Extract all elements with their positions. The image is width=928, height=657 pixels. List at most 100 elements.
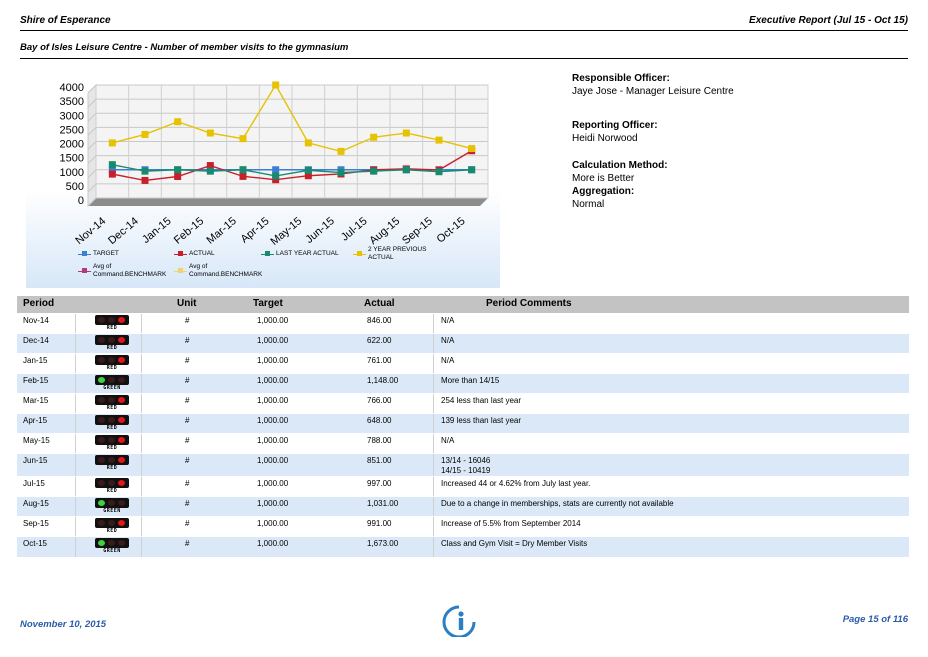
status-label: RED — [106, 488, 118, 494]
data-point — [337, 147, 345, 155]
gridline-side — [87, 127, 97, 136]
gridline-side — [87, 84, 97, 94]
target-cell: 1,000.00 — [257, 519, 289, 528]
y-tick-label: 1000 — [60, 167, 84, 179]
y-tick-label: 2500 — [60, 124, 84, 136]
traffic-light-icon: GREEN — [94, 498, 130, 514]
actual-cell: 648.00 — [367, 416, 392, 425]
y-tick-label: 3500 — [60, 96, 84, 108]
header-period: Period — [23, 298, 55, 309]
gridline-side — [87, 197, 97, 207]
actual-cell: 622.00 — [367, 336, 392, 345]
legend-label: TARGET — [93, 250, 119, 257]
target-cell: 1,000.00 — [257, 416, 289, 425]
target-cell: 1,000.00 — [257, 336, 289, 345]
unit-cell: # — [185, 456, 190, 465]
x-tick-label: Mar-15 — [205, 215, 239, 247]
traffic-light-icon: RED — [94, 315, 130, 331]
status-label: RED — [106, 425, 118, 431]
actual-cell: 788.00 — [367, 436, 392, 445]
status-label: RED — [106, 405, 118, 411]
actual-cell: 1,148.00 — [367, 376, 399, 385]
actual-cell: 1,673.00 — [367, 539, 399, 548]
data-point — [402, 166, 410, 174]
target-cell: 1,000.00 — [257, 436, 289, 445]
subtitle-divider — [20, 58, 908, 59]
aggregation-label: Aggregation: — [572, 186, 635, 197]
comment-cell: N/A — [441, 316, 455, 325]
data-point — [304, 166, 312, 174]
comment-cell: N/A — [441, 356, 455, 365]
page-number: Page 15 of 116 — [842, 614, 908, 625]
data-point — [402, 129, 410, 137]
calculation-method-value: More is Better — [572, 172, 635, 184]
unit-cell: # — [185, 356, 190, 365]
status-label: GREEN — [103, 508, 121, 514]
header-divider — [20, 30, 908, 31]
legend-marker — [78, 250, 91, 258]
data-point — [108, 161, 116, 169]
period-cell: Jul-15 — [23, 479, 45, 488]
data-point — [174, 118, 182, 126]
series-line — [112, 163, 472, 177]
report-title: Executive Report (Jul 15 - Oct 15) — [749, 15, 908, 26]
data-point — [174, 166, 182, 174]
period-cell: Nov-14 — [23, 316, 49, 325]
traffic-light-icon: GREEN — [94, 375, 130, 391]
status-label: RED — [106, 365, 118, 371]
period-cell: Aug-15 — [23, 499, 49, 508]
period-cell: Feb-15 — [23, 376, 49, 385]
actual-cell: 846.00 — [367, 316, 392, 325]
target-cell: 1,000.00 — [257, 396, 289, 405]
data-point — [206, 167, 214, 175]
header-unit: Unit — [177, 298, 197, 309]
responsible-officer-label: Responsible Officer: — [572, 73, 670, 84]
unit-cell: # — [185, 316, 190, 325]
traffic-light-icon: RED — [94, 355, 130, 371]
comment-cell: 254 less than last year — [441, 396, 522, 405]
x-tick-label: Sep-15 — [400, 215, 435, 247]
actual-cell: 761.00 — [367, 356, 392, 365]
comment-cell: Increase of 5.5% from September 2014 — [441, 519, 581, 528]
legend-item: 2 YEAR PREVIOUS ACTUAL — [353, 246, 450, 262]
period-cell: Oct-15 — [23, 539, 48, 548]
status-label: GREEN — [103, 385, 121, 391]
table-row: Aug-15 GREEN #1,000.00 1,031.00 Due to a cha… — [17, 496, 909, 517]
gridline-side — [87, 112, 97, 122]
comment-cell: Due to a change in memberships, stats ar… — [441, 499, 674, 508]
data-point — [141, 130, 149, 138]
legend-item: Avg of Command.BENCHMARK — [78, 263, 175, 279]
unit-cell: # — [185, 376, 190, 385]
comment-cell: 139 less than last year — [441, 416, 522, 425]
y-tick-label: 1500 — [60, 153, 84, 165]
reporting-officer-label: Reporting Officer: — [572, 120, 658, 131]
traffic-light-icon: RED — [94, 455, 130, 471]
traffic-light-icon: RED — [94, 518, 130, 534]
data-point — [272, 81, 280, 89]
reporting-officer-value: Heidi Norwood — [572, 132, 638, 144]
legend-marker — [174, 267, 187, 275]
data-point — [435, 136, 443, 144]
status-label: RED — [106, 528, 118, 534]
unit-cell: # — [185, 519, 190, 528]
period-cell: May-15 — [23, 436, 50, 445]
series-line — [112, 150, 473, 182]
actual-cell: 1,031.00 — [367, 499, 399, 508]
x-tick-label: May-15 — [268, 215, 304, 248]
traffic-light-icon: RED — [94, 435, 130, 451]
chart-panel: 0 500 1000 1500 2000 2500 3000 3500 4000 Nov-14 De… — [26, 71, 500, 288]
legend-label: 2 YEAR PREVIOUS ACTUAL — [368, 246, 427, 261]
x-tick-label: Jun-15 — [303, 215, 336, 246]
data-point — [141, 167, 149, 175]
status-label: RED — [106, 445, 118, 451]
legend-label: LAST YEAR ACTUAL — [276, 250, 339, 257]
legend-marker — [174, 250, 187, 258]
period-cell: Apr-15 — [23, 416, 48, 425]
organisation-logo — [442, 605, 476, 637]
data-point — [206, 162, 214, 170]
legend-item: ACTUAL — [174, 250, 215, 258]
calculation-method-label: Calculation Method: — [572, 160, 668, 171]
y-tick-label: 3000 — [60, 110, 84, 122]
table-header: Period Unit Target Actual Period Comment… — [17, 296, 909, 313]
responsible-officer-value: Jaye Jose - Manager Leisure Centre — [572, 85, 734, 97]
